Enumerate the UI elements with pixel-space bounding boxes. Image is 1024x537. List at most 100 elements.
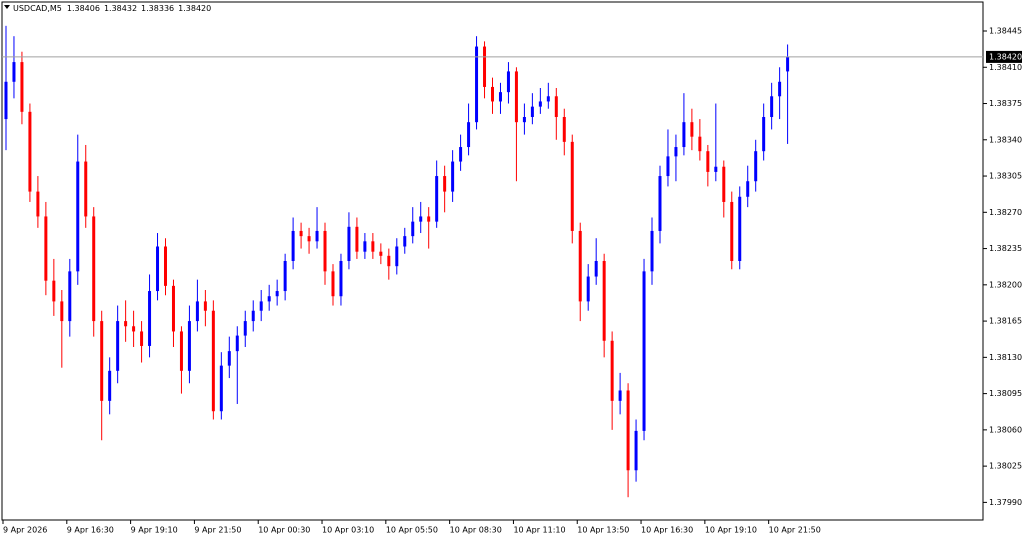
candle-body xyxy=(132,326,136,332)
candle-body xyxy=(339,261,343,297)
candle-body xyxy=(586,276,590,302)
x-tick-label: 10 Apr 13:50 xyxy=(577,526,629,535)
candle-body xyxy=(618,390,622,401)
candle-body xyxy=(92,216,96,322)
price-label-bg xyxy=(986,50,1022,63)
candle-body xyxy=(626,390,630,471)
candle-body xyxy=(403,236,407,247)
candle-body xyxy=(179,331,183,371)
y-tick-label: 1.38340 xyxy=(989,135,1022,144)
candle-body xyxy=(124,321,128,327)
candle-body xyxy=(275,291,279,297)
candle-body xyxy=(211,310,215,412)
candle-body xyxy=(259,301,263,311)
candle-body xyxy=(411,221,415,237)
candle-body xyxy=(451,161,455,192)
x-tick-label: 10 Apr 08:30 xyxy=(450,526,502,535)
y-tick-label: 1.38270 xyxy=(989,208,1022,217)
candle-body xyxy=(84,161,88,217)
y-tick-label: 1.38410 xyxy=(989,63,1022,72)
y-tick-label: 1.38235 xyxy=(989,244,1022,253)
candle-body xyxy=(770,96,774,117)
candle-body xyxy=(498,92,502,102)
candle-body xyxy=(347,226,351,261)
y-tick-label: 1.38200 xyxy=(989,280,1022,289)
candle-body xyxy=(156,246,160,292)
candle-body xyxy=(706,151,710,172)
candle-body xyxy=(722,166,726,202)
y-tick-label: 1.38060 xyxy=(989,425,1022,434)
x-tick-label: 9 Apr 2026 xyxy=(3,526,47,535)
candle-body xyxy=(36,191,40,217)
y-tick-label: 1.38165 xyxy=(989,317,1022,326)
candle-body xyxy=(730,201,734,261)
candle-body xyxy=(698,136,702,152)
candle-body xyxy=(666,156,670,177)
candle-body xyxy=(267,296,271,302)
candle-body xyxy=(108,370,112,401)
y-tick-label: 1.38095 xyxy=(989,389,1022,398)
menu-arrow[interactable] xyxy=(4,5,10,9)
candle-body xyxy=(299,230,303,237)
candle-body xyxy=(379,251,383,256)
candle-body xyxy=(331,271,335,297)
candle-body xyxy=(634,430,638,471)
candle-body xyxy=(387,255,391,267)
x-tick-label: 10 Apr 00:30 xyxy=(258,526,310,535)
candle-body xyxy=(28,111,32,192)
candle-body xyxy=(483,46,487,87)
candle-body xyxy=(459,147,463,162)
candle-body xyxy=(714,166,718,172)
close: 1.38420 xyxy=(178,4,211,13)
candle-body xyxy=(419,216,423,222)
candle-body xyxy=(140,331,144,346)
price-label: 1.38420 xyxy=(989,52,1022,61)
header: USDCAD,M5 1.38406 1.38432 1.38336 1.38420 xyxy=(13,4,211,13)
candle-body xyxy=(251,310,255,322)
candle-body xyxy=(522,116,526,123)
candle-body xyxy=(554,96,558,117)
plot-frame xyxy=(1,1,984,521)
candle-body xyxy=(307,236,311,242)
candle-body xyxy=(674,147,678,157)
x-tick-label: 10 Apr 03:10 xyxy=(322,526,374,535)
candle-body xyxy=(203,301,207,311)
candle-body xyxy=(658,176,662,231)
candle-body xyxy=(778,81,782,97)
y-tick-label: 1.38375 xyxy=(989,99,1022,108)
candle-body xyxy=(754,151,758,182)
candle-body xyxy=(786,56,790,72)
candle-body xyxy=(491,86,494,102)
x-tick-label: 10 Apr 21:50 xyxy=(769,526,821,535)
low: 1.38336 xyxy=(141,4,174,13)
x-tick-label: 9 Apr 21:50 xyxy=(194,526,241,535)
y-tick-label: 1.38025 xyxy=(989,462,1022,471)
candle-body xyxy=(283,261,287,292)
candle-body xyxy=(219,365,223,412)
candle-body xyxy=(100,321,104,401)
candle-body xyxy=(60,301,64,322)
y-tick-label: 1.37990 xyxy=(989,498,1022,507)
candle-body xyxy=(443,176,447,192)
candle-body xyxy=(355,226,359,252)
candle-body xyxy=(602,261,606,341)
candle-body xyxy=(76,161,80,272)
candle-body xyxy=(594,261,598,277)
candle-body xyxy=(4,81,8,120)
high: 1.38432 xyxy=(104,4,137,13)
candle-body xyxy=(738,196,742,261)
candle-body xyxy=(546,96,550,102)
candle-body xyxy=(538,101,542,107)
candle-body xyxy=(427,216,431,222)
candle-body xyxy=(762,116,766,152)
candle-body xyxy=(682,122,686,148)
candle-body xyxy=(195,301,199,322)
candle-body xyxy=(395,246,399,267)
candle-body xyxy=(148,291,152,346)
x-tick-label: 10 Apr 16:30 xyxy=(641,526,693,535)
candle-body xyxy=(690,122,694,137)
candle-body xyxy=(291,230,295,261)
candle-body xyxy=(506,71,510,93)
candle-body xyxy=(746,181,750,197)
